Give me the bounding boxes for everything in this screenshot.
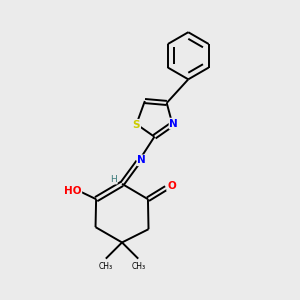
Text: N: N — [169, 118, 178, 129]
Text: N: N — [137, 155, 146, 165]
Text: CH₃: CH₃ — [132, 262, 146, 272]
Text: HO: HO — [64, 186, 81, 196]
Text: O: O — [167, 181, 176, 190]
Text: H: H — [110, 175, 117, 184]
Text: CH₃: CH₃ — [98, 262, 112, 272]
Text: S: S — [133, 120, 140, 130]
